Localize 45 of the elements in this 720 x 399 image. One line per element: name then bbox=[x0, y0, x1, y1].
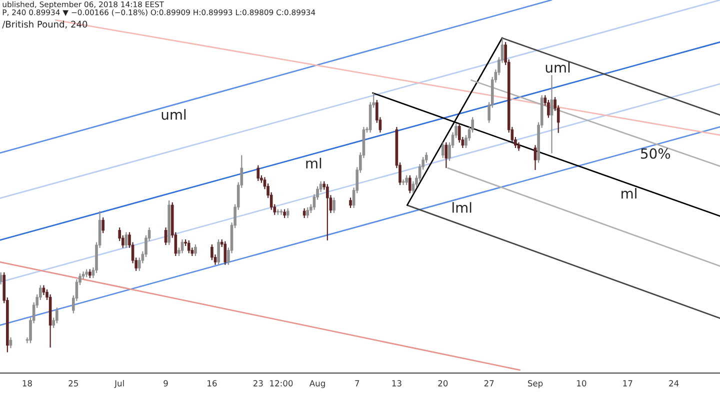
candlestick bbox=[194, 244, 197, 257]
x-tick-label: Sep bbox=[528, 380, 543, 388]
x-tick-label: Jul bbox=[114, 380, 124, 388]
candlestick bbox=[349, 197, 352, 209]
candlestick bbox=[187, 240, 190, 254]
candlestick bbox=[402, 178, 405, 186]
x-tick-label: 18 bbox=[22, 380, 32, 386]
candlestick bbox=[256, 164, 260, 182]
candlestick bbox=[306, 206, 310, 219]
candlestick bbox=[547, 99, 550, 118]
candlestick bbox=[332, 197, 336, 214]
candlestick bbox=[124, 232, 128, 248]
x-tick-label: 9 bbox=[164, 380, 168, 386]
candlestick bbox=[405, 174, 408, 186]
x-tick-label: 7 bbox=[355, 380, 360, 386]
x-tick-label: Aug bbox=[309, 380, 325, 388]
candlestick bbox=[441, 142, 444, 159]
candlestick bbox=[534, 144, 537, 171]
annotation: uml bbox=[162, 109, 186, 120]
candlestick bbox=[56, 307, 58, 324]
annotation: ml bbox=[622, 188, 636, 199]
x-tick-label: 17 bbox=[623, 380, 632, 386]
candlestick bbox=[408, 174, 412, 194]
candlestick bbox=[444, 142, 448, 169]
candlestick bbox=[326, 184, 329, 241]
x-tick-label: 23 bbox=[253, 380, 263, 386]
candlestick bbox=[0, 272, 2, 285]
annotation: uml bbox=[546, 62, 570, 73]
annotation: ml bbox=[306, 158, 322, 168]
x-tick-label: 16 bbox=[208, 380, 217, 386]
candlestick bbox=[210, 244, 214, 261]
x-tick-label: 13 bbox=[392, 380, 402, 386]
candlestick bbox=[550, 74, 554, 154]
candlestick bbox=[102, 216, 104, 234]
candlestick bbox=[280, 208, 283, 216]
annotation: 50% bbox=[641, 148, 670, 159]
x-tick-label: 24 bbox=[669, 380, 679, 386]
x-tick-label: 25 bbox=[68, 380, 78, 386]
candlestick bbox=[217, 238, 220, 266]
x-tick-label: 20 bbox=[438, 380, 448, 386]
chart-title: /British Pound, 240 bbox=[2, 20, 88, 29]
x-tick-label: 12:00 bbox=[270, 380, 293, 386]
x-tick-label: 27 bbox=[484, 380, 494, 386]
x-tick-label: 10 bbox=[577, 380, 586, 386]
annotation: lml bbox=[452, 202, 472, 213]
